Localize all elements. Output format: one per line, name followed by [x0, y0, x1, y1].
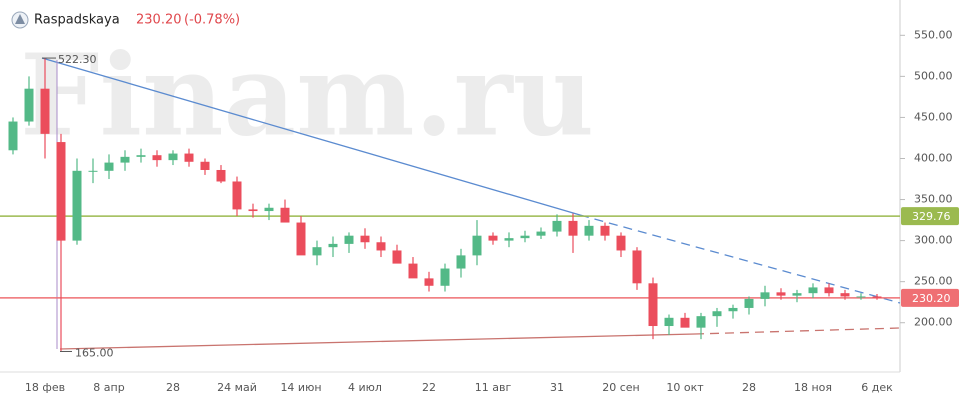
candle-body — [456, 255, 466, 269]
trend-line — [579, 214, 901, 304]
candle-body — [824, 287, 834, 294]
ticker-icon — [15, 14, 25, 24]
candle-body — [424, 278, 434, 286]
candle-body — [504, 238, 514, 241]
x-tick-label: 4 июл — [348, 381, 382, 394]
y-tick-label: 300.00 — [914, 234, 953, 247]
candle-body — [120, 156, 130, 163]
candle-body — [472, 235, 482, 256]
x-tick-label: 18 ноя — [794, 381, 832, 394]
candle-body — [152, 155, 162, 161]
x-tick-label: 14 июн — [280, 381, 321, 394]
candle-body — [856, 296, 866, 298]
candle-body — [792, 293, 802, 296]
candle-body — [8, 121, 18, 151]
candle-body — [72, 170, 82, 241]
price-label-box — [901, 207, 959, 226]
candle-body — [680, 317, 690, 328]
candle-body — [376, 242, 386, 251]
candle-body — [216, 169, 226, 182]
x-tick-label: 10 окт — [666, 381, 704, 394]
candle-body — [104, 162, 114, 171]
candle-body — [712, 311, 722, 317]
candle-body — [296, 222, 306, 256]
y-tick-label: 550.00 — [914, 28, 953, 41]
annotation: 522.30 — [58, 53, 97, 66]
x-tick-label: 28 — [166, 381, 180, 394]
candle-body — [56, 142, 66, 241]
x-tick-label: 28 — [742, 381, 756, 394]
candle-body — [88, 170, 98, 172]
candle-body — [664, 317, 674, 327]
x-tick-label: 31 — [550, 381, 564, 394]
y-tick-label: 200.00 — [914, 316, 953, 329]
x-tick-label: 6 дек — [861, 381, 893, 394]
candle-body — [312, 247, 322, 256]
candle-body — [584, 225, 594, 236]
price-change: (-0.78%) — [184, 13, 240, 28]
trend-line — [41, 57, 581, 216]
support-line — [694, 327, 901, 335]
candle-body — [280, 207, 290, 223]
candle-body — [232, 181, 242, 210]
candle-body — [40, 88, 50, 134]
candle-body — [536, 231, 546, 236]
candle-body — [408, 263, 418, 279]
candle-body — [440, 268, 450, 286]
candle-body — [360, 235, 370, 243]
candle-body — [136, 155, 146, 157]
candle-body — [568, 220, 578, 236]
candle-body — [488, 235, 498, 241]
ticker-name: Raspadskaya — [34, 13, 120, 28]
candle-body — [760, 292, 770, 299]
annotation: 165.00 — [75, 346, 114, 359]
candle-body — [648, 283, 658, 327]
candle-body — [744, 298, 754, 308]
y-tick-label: 500.00 — [914, 69, 953, 82]
candle-body — [520, 235, 530, 239]
x-tick-label: 22 — [422, 381, 436, 394]
y-tick-label: 450.00 — [914, 110, 953, 123]
candle-body — [840, 293, 850, 297]
candle-body — [344, 235, 354, 244]
price-label: 329.76 — [912, 210, 951, 223]
x-tick-label: 11 авг — [475, 381, 512, 394]
candle-body — [728, 307, 738, 312]
candle-body — [808, 287, 818, 294]
candle-body — [248, 209, 258, 212]
candle-body — [776, 292, 786, 296]
candle-body — [168, 153, 178, 161]
x-tick-label: 20 сен — [602, 381, 640, 394]
candle-body — [616, 235, 626, 251]
candle-body — [632, 250, 642, 284]
candle-body — [184, 153, 194, 162]
y-tick-label: 250.00 — [914, 275, 953, 288]
y-tick-label: 350.00 — [914, 193, 953, 206]
watermark: Finam.ru — [20, 30, 594, 161]
candle-body — [872, 296, 882, 298]
x-tick-label: 8 апр — [93, 381, 124, 394]
candle-body — [696, 316, 706, 328]
candle-body — [552, 220, 562, 232]
candle-body — [600, 225, 610, 236]
last-price: 230.20 — [136, 13, 182, 28]
support-line — [59, 333, 696, 350]
price-label: 230.20 — [912, 292, 951, 305]
x-tick-label: 24 май — [217, 381, 257, 394]
candle-body — [24, 88, 34, 122]
price-label-box — [901, 288, 959, 307]
candle-body — [264, 207, 274, 212]
candle-body — [200, 161, 210, 170]
candle-body — [392, 250, 402, 264]
x-tick-label: 18 фев — [25, 381, 65, 394]
candle-body — [328, 243, 338, 248]
y-tick-label: 400.00 — [914, 151, 953, 164]
